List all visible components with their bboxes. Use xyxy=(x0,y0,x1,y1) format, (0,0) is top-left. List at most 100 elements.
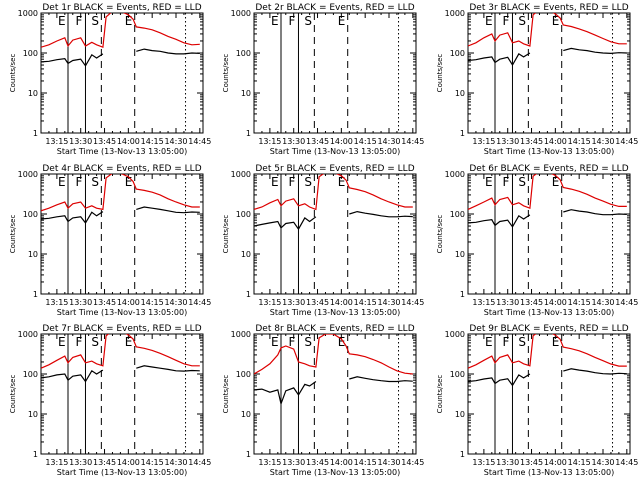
x-tick-label: 14:00 xyxy=(544,137,567,146)
series-lld-line xyxy=(254,174,413,211)
panel-8: Det 8r BLACK = Events, RED = LLD 1 10 100 10… xyxy=(222,324,424,477)
x-tick-label: 14:45 xyxy=(188,458,211,467)
y-tick-label: 1 xyxy=(460,290,465,299)
x-tick-label: 13:15 xyxy=(45,137,68,146)
series-lld-line xyxy=(41,174,200,212)
event-line-label: E xyxy=(552,14,560,28)
x-tick-label: 14:45 xyxy=(401,298,424,307)
event-line-label: F xyxy=(288,175,295,189)
series-events-line xyxy=(254,376,413,406)
event-line-label: F xyxy=(75,335,82,349)
event-line-label: E xyxy=(125,335,133,349)
y-tick-label: 1000 xyxy=(231,170,251,179)
y-tick-label: 1000 xyxy=(445,170,465,179)
x-tick-label: 13:45 xyxy=(520,458,543,467)
x-tick-label: 14:45 xyxy=(188,137,211,146)
y-tick-label: 1 xyxy=(246,290,251,299)
y-tick-label: 1 xyxy=(33,129,38,138)
x-tick-label: 13:15 xyxy=(45,298,68,307)
x-tick-label: 14:00 xyxy=(544,458,567,467)
y-tick-label: 10 xyxy=(28,410,38,419)
x-tick-label: 13:15 xyxy=(45,458,68,467)
plot-frame xyxy=(467,173,631,295)
y-axis-label: Counts/sec xyxy=(222,375,230,414)
x-tick-label: 13:30 xyxy=(69,458,92,467)
x-tick-label: 14:15 xyxy=(354,298,377,307)
x-tick-label: 14:30 xyxy=(164,137,187,146)
y-axis-label: Counts/sec xyxy=(436,375,444,414)
y-tick-label: 10 xyxy=(455,89,465,98)
series-lld-line xyxy=(41,334,200,369)
x-tick-label: 14:00 xyxy=(117,458,140,467)
event-line-label: S xyxy=(518,14,526,28)
series-events-line xyxy=(468,209,627,228)
panel-6: Det 6r BLACK = Events, RED = LLD 1 10 100 10… xyxy=(436,164,638,317)
panel-5: Det 5r BLACK = Events, RED = LLD 1 10 100 10… xyxy=(222,164,424,317)
event-line-label: E xyxy=(271,14,279,28)
y-tick-label: 1 xyxy=(460,129,465,138)
x-tick-label: 13:15 xyxy=(472,298,495,307)
panel-2: Det 2r BLACK = Events, RED = LLD 1 10 100 10… xyxy=(222,3,424,156)
x-axis-label: Start Time (13-Nov-13 13:05:00) xyxy=(270,468,400,477)
x-tick-label: 14:30 xyxy=(164,458,187,467)
event-line-label: E xyxy=(485,14,493,28)
panel-title: Det 7r BLACK = Events, RED = LLD xyxy=(42,324,201,334)
x-tick-label: 14:15 xyxy=(354,458,377,467)
event-line-label: E xyxy=(271,175,279,189)
x-tick-label: 13:15 xyxy=(258,298,281,307)
y-tick-label: 10 xyxy=(455,250,465,259)
event-line-label: F xyxy=(288,14,295,28)
panel-9: Det 9r BLACK = Events, RED = LLD 1 10 100 10… xyxy=(436,324,638,477)
event-line-label: E xyxy=(485,175,493,189)
event-line-label: F xyxy=(288,335,295,349)
y-tick-label: 1000 xyxy=(231,9,251,18)
panel-7: Det 7r BLACK = Events, RED = LLD 1 10 100 10… xyxy=(9,324,211,477)
series-lld-line xyxy=(468,174,627,210)
x-tick-label: 14:30 xyxy=(164,298,187,307)
event-line-label: S xyxy=(91,335,99,349)
x-tick-label: 14:30 xyxy=(591,298,614,307)
event-line-label: E xyxy=(58,335,66,349)
x-axis-label: Start Time (13-Nov-13 13:05:00) xyxy=(57,468,187,477)
event-line-label: F xyxy=(502,335,509,349)
y-axis-label: Counts/sec xyxy=(222,215,230,254)
event-line-label: F xyxy=(75,14,82,28)
event-line-label: E xyxy=(125,14,133,28)
plot-frame xyxy=(467,12,631,134)
series-events-line xyxy=(41,48,200,67)
x-tick-label: 14:30 xyxy=(377,298,400,307)
x-tick-label: 14:15 xyxy=(354,137,377,146)
y-tick-label: 10 xyxy=(241,410,251,419)
panel-title: Det 2r BLACK = Events, RED = LLD xyxy=(255,3,414,13)
y-tick-label: 100 xyxy=(23,210,38,219)
x-tick-label: 13:45 xyxy=(93,298,116,307)
y-axis-label: Counts/sec xyxy=(436,215,444,254)
y-tick-label: 10 xyxy=(28,250,38,259)
event-line-label: E xyxy=(271,335,279,349)
series-events-line xyxy=(41,365,200,383)
x-tick-label: 13:45 xyxy=(306,458,329,467)
plot-frame xyxy=(253,12,417,134)
event-line-label: S xyxy=(91,175,99,189)
series-lld-line xyxy=(254,334,413,375)
panel-title: Det 8r BLACK = Events, RED = LLD xyxy=(255,324,414,334)
x-tick-label: 14:45 xyxy=(401,137,424,146)
x-tick-label: 13:45 xyxy=(306,137,329,146)
y-tick-label: 1000 xyxy=(18,330,38,339)
x-tick-label: 13:30 xyxy=(496,137,519,146)
y-tick-label: 1 xyxy=(246,129,251,138)
x-tick-label: 13:30 xyxy=(496,298,519,307)
x-tick-label: 14:15 xyxy=(141,137,164,146)
x-tick-label: 14:45 xyxy=(615,298,638,307)
y-tick-label: 1 xyxy=(33,290,38,299)
x-tick-label: 13:15 xyxy=(258,458,281,467)
y-tick-label: 1000 xyxy=(231,330,251,339)
series-events-line xyxy=(254,210,413,231)
panel-title: Det 1r BLACK = Events, RED = LLD xyxy=(42,3,201,13)
x-tick-label: 14:00 xyxy=(330,458,353,467)
x-tick-label: 13:45 xyxy=(520,137,543,146)
series-lld-line xyxy=(468,334,627,369)
panel-title: Det 3r BLACK = Events, RED = LLD xyxy=(469,3,628,13)
y-tick-label: 1 xyxy=(33,450,38,459)
x-tick-label: 14:15 xyxy=(141,458,164,467)
